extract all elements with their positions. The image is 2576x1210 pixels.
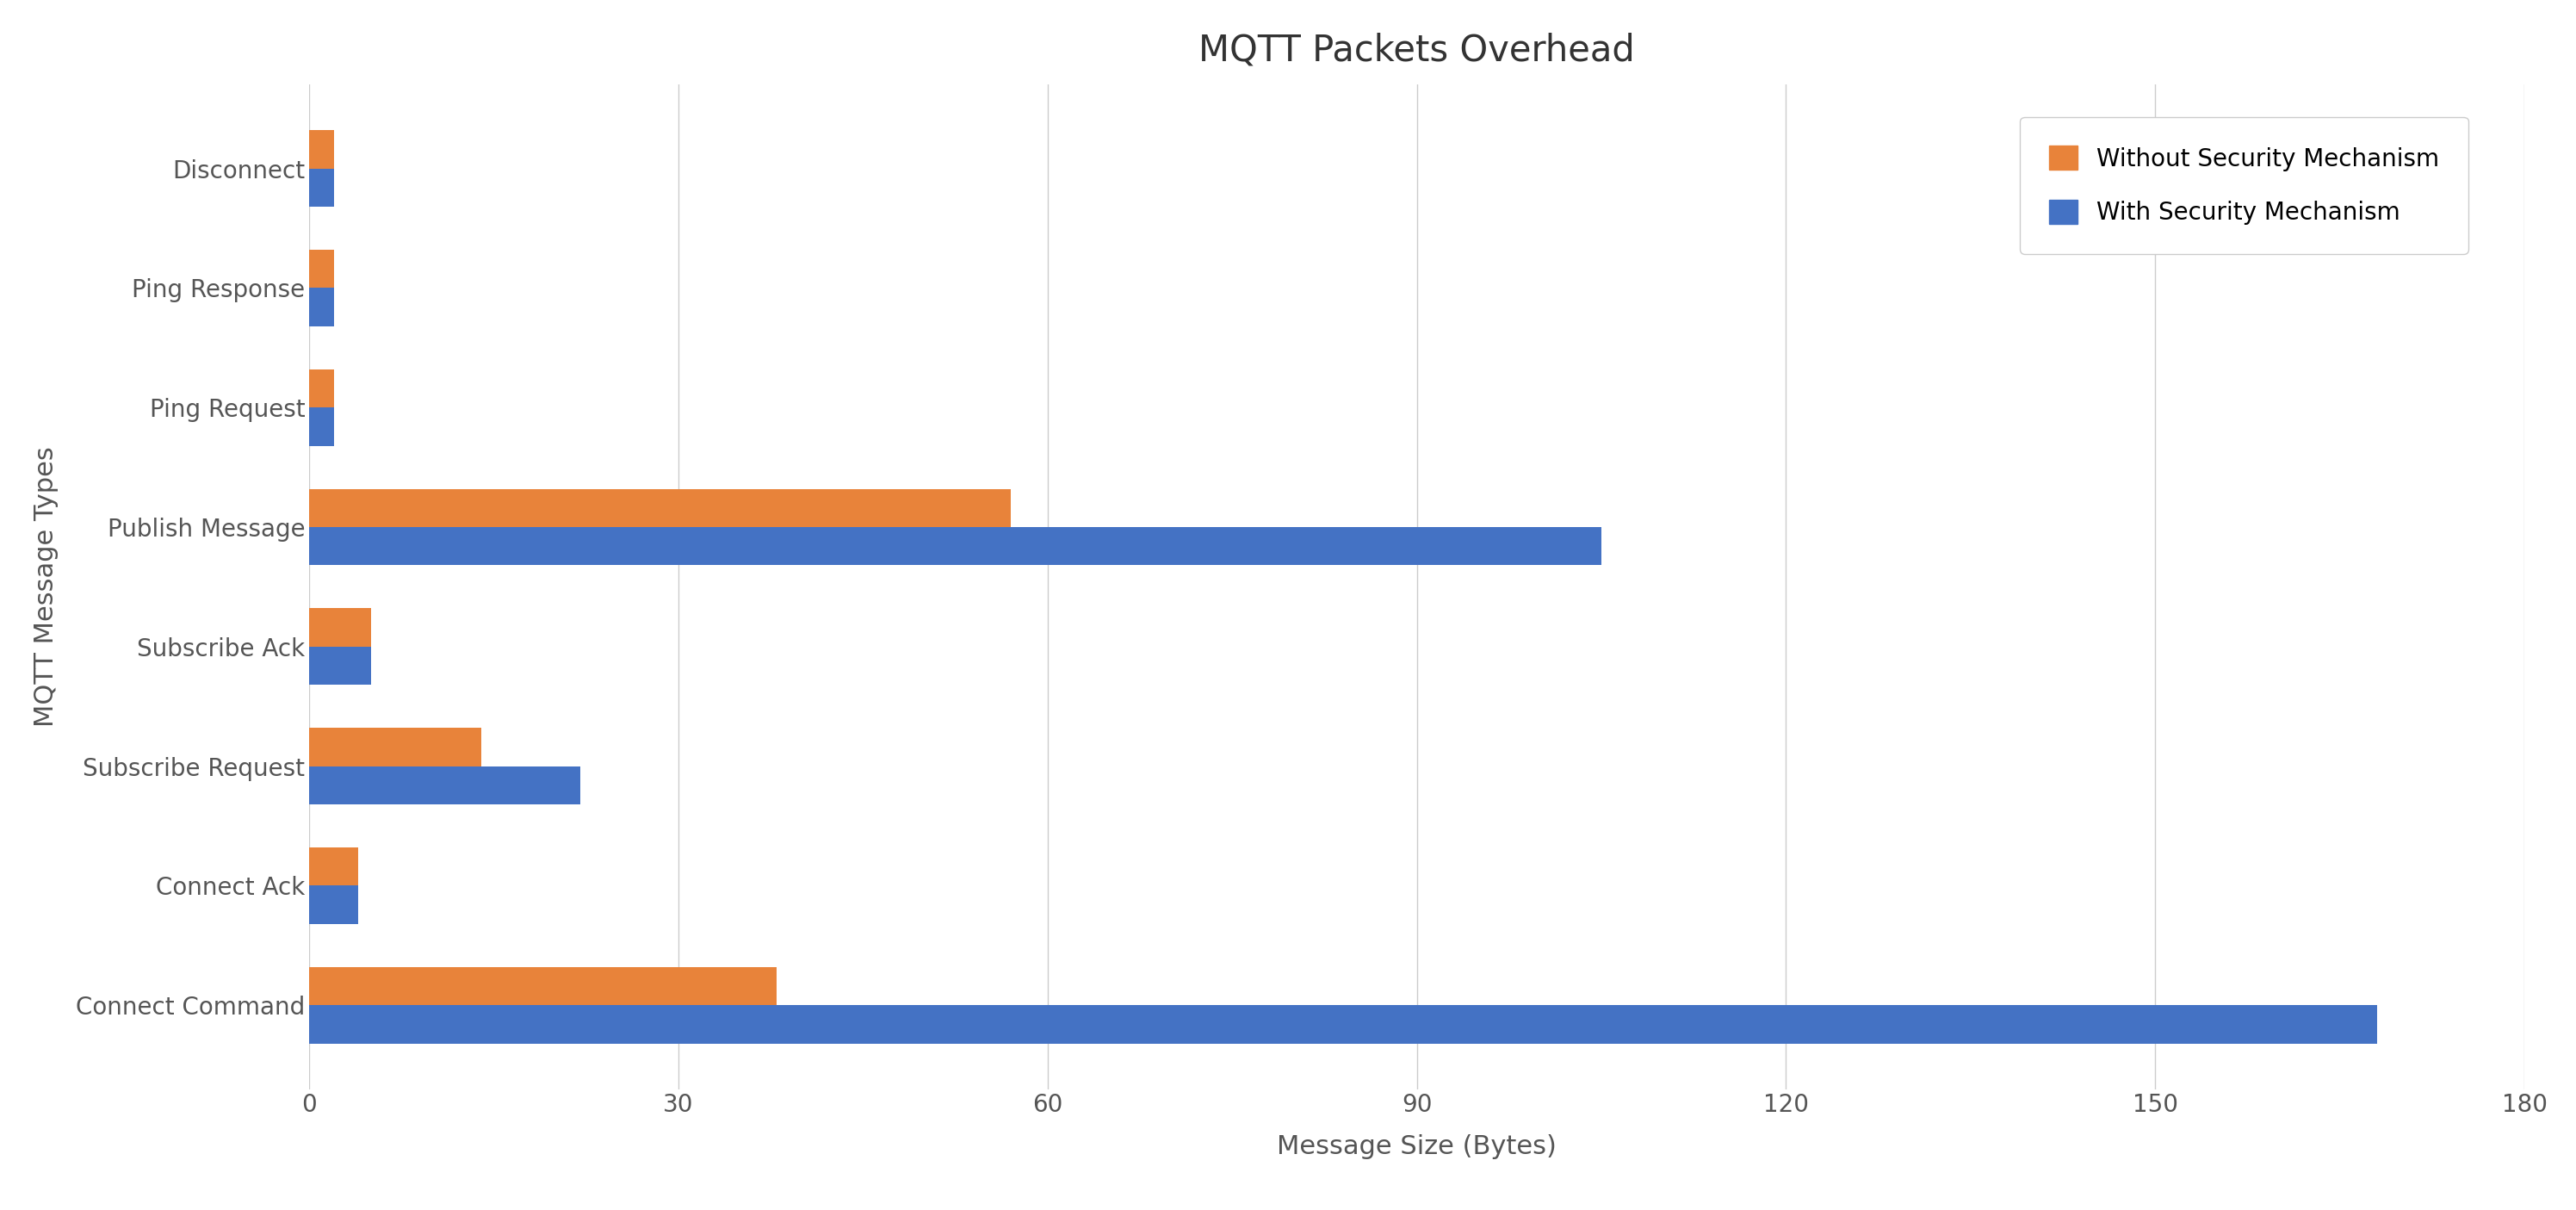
- Bar: [309, 288, 335, 327]
- Bar: [309, 249, 335, 288]
- Bar: [309, 728, 482, 766]
- Legend: Without Security Mechanism, With Security Mechanism: Without Security Mechanism, With Securit…: [2020, 116, 2468, 254]
- Bar: [309, 408, 335, 445]
- Bar: [309, 168, 335, 207]
- Title: MQTT Packets Overhead: MQTT Packets Overhead: [1198, 33, 1636, 69]
- Bar: [309, 609, 371, 646]
- Bar: [309, 967, 778, 1006]
- X-axis label: Message Size (Bytes): Message Size (Bytes): [1278, 1134, 1556, 1159]
- Bar: [309, 847, 358, 886]
- Y-axis label: MQTT Message Types: MQTT Message Types: [33, 446, 59, 727]
- Bar: [309, 131, 335, 168]
- Bar: [309, 646, 371, 685]
- Bar: [309, 369, 335, 408]
- Bar: [309, 528, 1602, 565]
- Bar: [309, 766, 580, 805]
- Bar: [309, 489, 1010, 528]
- Bar: [309, 886, 358, 924]
- Bar: [309, 1006, 2378, 1043]
